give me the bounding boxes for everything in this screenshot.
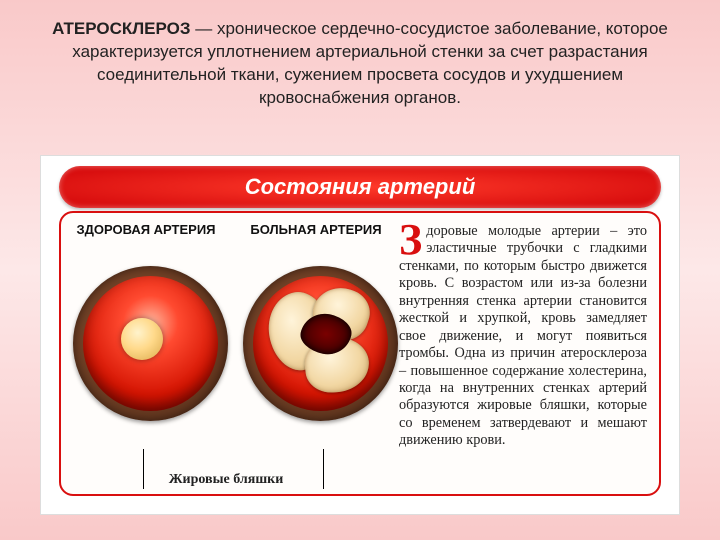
figure-panel: ЗДОРОВАЯ АРТЕРИЯ БОЛЬНАЯ АРТЕРИЯ Жировые… [59,211,661,496]
healthy-artery [73,266,228,421]
term: АТЕРОСКЛЕРОЗ [52,19,190,38]
label-sick: БОЛЬНАЯ АРТЕРИЯ [241,223,391,237]
side-text: Здоровые молодые артерии – это эластичны… [399,223,647,450]
sick-artery [243,266,398,421]
side-body: доровые молодые артерии – это эластичные… [399,223,647,448]
figure-banner: Состояния артерий [59,166,661,208]
dropcap: З [399,223,426,257]
plaque-caption: Жировые бляшки [61,472,391,488]
healthy-opening [121,318,163,360]
intro-paragraph: АТЕРОСКЛЕРОЗ — хроническое сердечно-сосу… [0,0,720,120]
artery-labels: ЗДОРОВАЯ АРТЕРИЯ БОЛЬНАЯ АРТЕРИЯ [61,223,401,237]
artery-illustrations [73,261,403,441]
label-healthy: ЗДОРОВАЯ АРТЕРИЯ [71,223,221,237]
figure: Состояния артерий ЗДОРОВАЯ АРТЕРИЯ БОЛЬН… [40,155,680,515]
